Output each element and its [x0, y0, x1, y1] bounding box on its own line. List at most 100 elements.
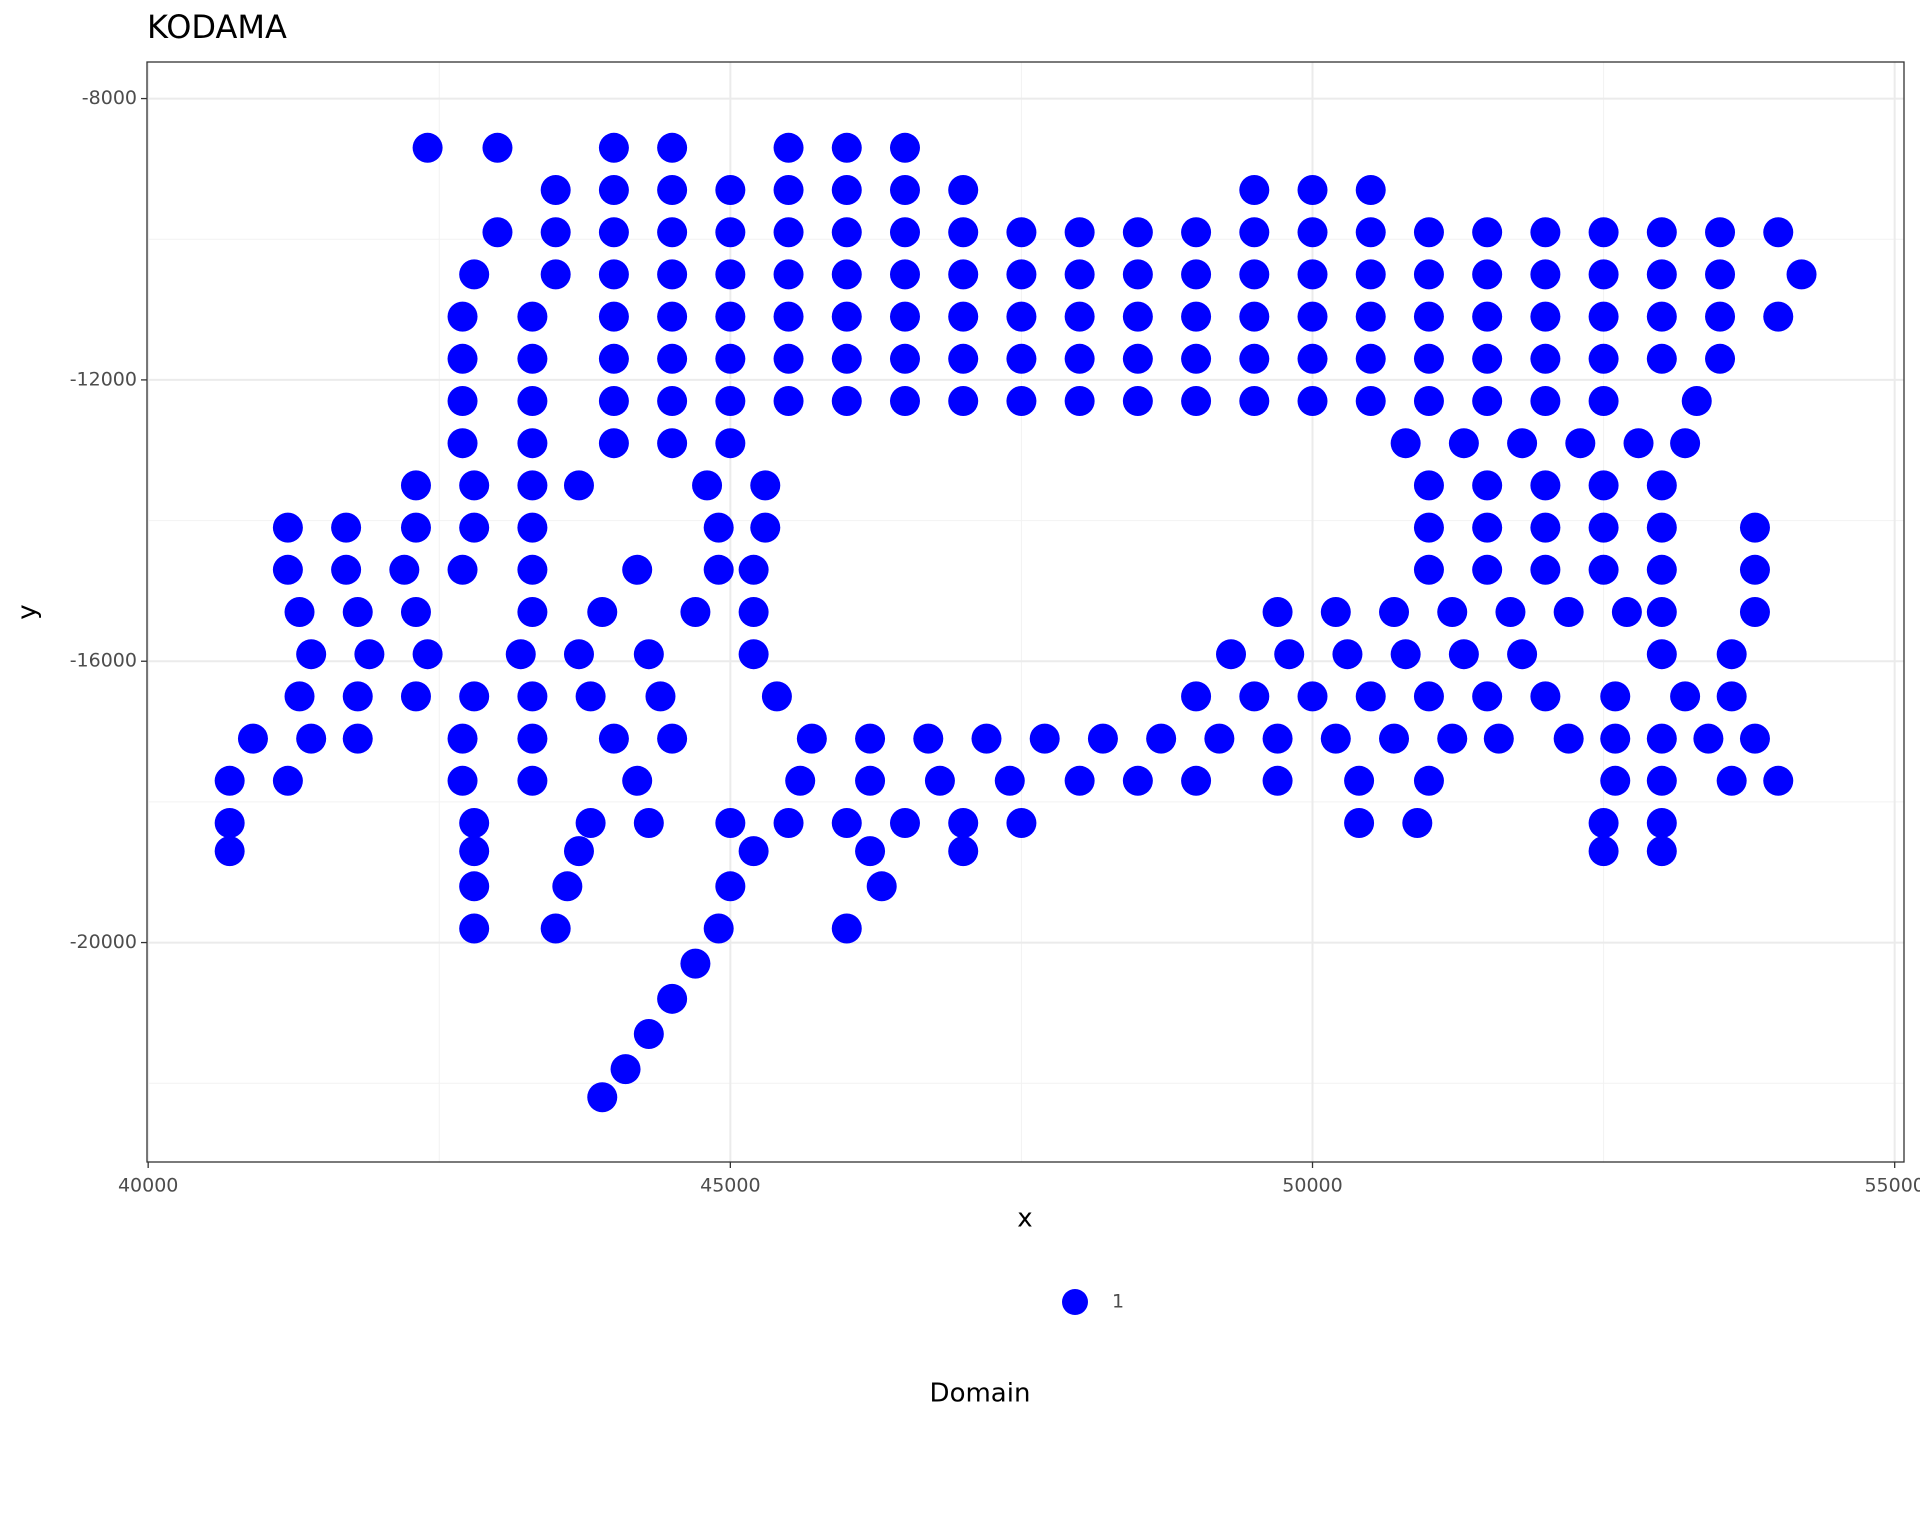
point: [889, 217, 920, 248]
point: [971, 723, 1002, 754]
point: [1122, 217, 1153, 248]
point: [575, 681, 606, 712]
point: [1379, 597, 1410, 627]
point: [1297, 259, 1328, 290]
point: [994, 765, 1025, 796]
point: [831, 386, 862, 417]
point: [447, 428, 478, 459]
point: [1297, 386, 1328, 417]
point: [598, 386, 629, 417]
point: [715, 386, 746, 417]
point: [1739, 554, 1770, 585]
point: [622, 765, 653, 796]
point: [482, 132, 513, 163]
point: [657, 386, 688, 417]
point: [948, 343, 979, 374]
point: [447, 554, 478, 585]
point: [1122, 765, 1153, 796]
point: [1006, 807, 1037, 838]
point: [773, 132, 804, 163]
point: [1448, 639, 1479, 670]
point: [587, 1082, 618, 1113]
point: [517, 597, 548, 627]
point: [1739, 723, 1770, 754]
point: [517, 681, 548, 712]
point: [1122, 386, 1153, 417]
points: [214, 132, 1817, 1113]
point: [866, 871, 897, 902]
point: [1239, 681, 1270, 712]
point: [1239, 217, 1270, 248]
point: [598, 301, 629, 332]
point: [598, 217, 629, 248]
point: [831, 913, 862, 944]
point: [272, 512, 303, 543]
point: [1006, 301, 1037, 332]
chart-title: KODAMA: [147, 8, 287, 46]
point: [1355, 343, 1386, 374]
point: [1739, 597, 1770, 627]
point: [773, 343, 804, 374]
point: [831, 175, 862, 206]
point: [622, 554, 653, 585]
point: [1087, 723, 1118, 754]
point: [598, 428, 629, 459]
point: [563, 470, 594, 501]
point: [1646, 639, 1677, 670]
point: [738, 836, 769, 867]
point: [1064, 386, 1095, 417]
point: [1670, 428, 1701, 459]
point: [773, 807, 804, 838]
legend-label: 1: [1112, 1291, 1124, 1313]
point: [1355, 301, 1386, 332]
point: [1239, 301, 1270, 332]
point: [598, 343, 629, 374]
point: [575, 807, 606, 838]
point: [889, 301, 920, 332]
point: [633, 807, 664, 838]
point: [703, 554, 734, 585]
x-tick-label: 55000: [1864, 1175, 1920, 1197]
point: [913, 723, 944, 754]
point: [1588, 470, 1619, 501]
point: [1646, 723, 1677, 754]
point: [1763, 301, 1794, 332]
point: [1437, 723, 1468, 754]
point: [1355, 681, 1386, 712]
point: [1297, 681, 1328, 712]
y-tick-label: -20000: [70, 931, 137, 953]
point: [948, 175, 979, 206]
y-axis-label: y: [13, 604, 43, 619]
point: [1297, 343, 1328, 374]
point: [400, 512, 431, 543]
point: [284, 597, 315, 627]
point: [1472, 512, 1503, 543]
point: [1448, 428, 1479, 459]
point: [517, 723, 548, 754]
point: [703, 913, 734, 944]
point: [1146, 723, 1177, 754]
point: [1413, 386, 1444, 417]
point: [1064, 259, 1095, 290]
point: [1262, 765, 1293, 796]
point: [1472, 470, 1503, 501]
point: [1600, 723, 1631, 754]
point: [400, 597, 431, 627]
point: [761, 681, 792, 712]
point: [785, 765, 816, 796]
point: [1588, 836, 1619, 867]
point: [657, 723, 688, 754]
point: [459, 836, 490, 867]
point: [1600, 765, 1631, 796]
point: [1413, 343, 1444, 374]
point: [657, 343, 688, 374]
point: [447, 386, 478, 417]
point: [598, 723, 629, 754]
point: [1390, 639, 1421, 670]
point: [715, 428, 746, 459]
point: [1297, 217, 1328, 248]
point: [633, 1018, 664, 1049]
axes: 40000 45000 50000 55000 -8000 -12000 -16000 -20…: [70, 87, 1920, 1196]
point: [1239, 343, 1270, 374]
